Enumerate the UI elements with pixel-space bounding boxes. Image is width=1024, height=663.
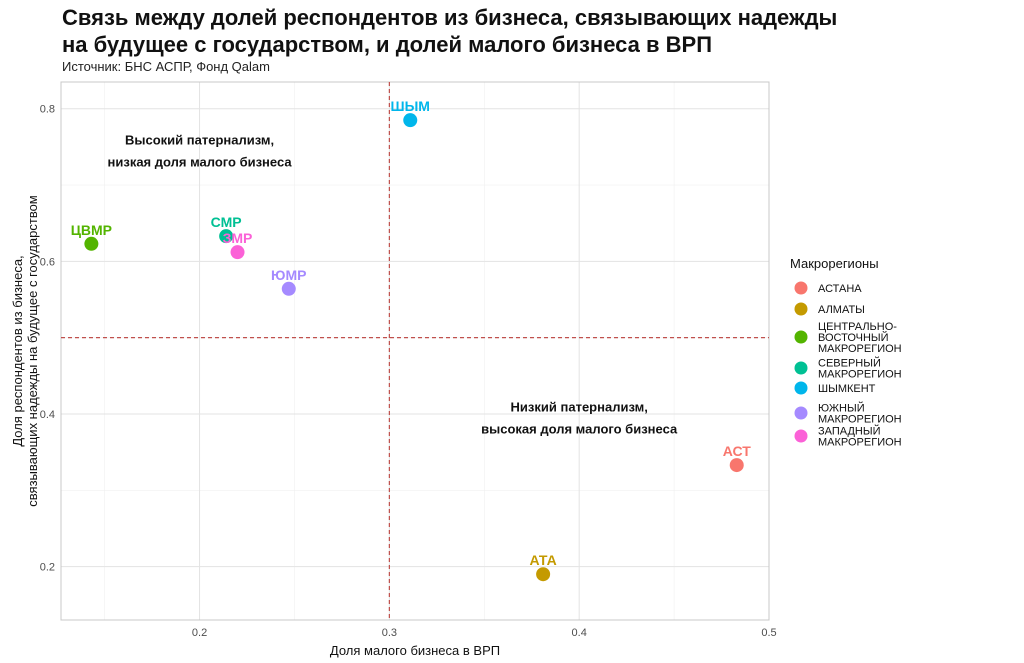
- data-point: [230, 245, 245, 260]
- legend-label-line: АСТАНА: [818, 283, 862, 295]
- legend-key: [794, 406, 808, 420]
- data-point-label: АТА: [530, 552, 557, 568]
- legend-label: СЕВЕРНЫЙ МАКРОРЕГИОН: [818, 357, 902, 381]
- legend-label-line: МАКРОРЕГИОН: [818, 343, 902, 355]
- y-tick-label: 0.6: [40, 256, 55, 268]
- legend-label: ЦЕНТРАЛЬНО-ВОСТОЧНЫЙ МАКРОРЕГИОН: [818, 321, 902, 355]
- legend-label: ЗАПАДНЫЙ МАКРОРЕГИОН: [818, 425, 902, 449]
- legend-label-line: ЗАПАДНЫЙ: [818, 425, 881, 438]
- quadrant-annotation-line: высокая доля малого бизнеса: [481, 422, 678, 437]
- legend-key: [794, 361, 808, 375]
- quadrant-annotation-line: Низкий патернализм,: [511, 400, 648, 415]
- data-point: [536, 567, 551, 582]
- y-axis-title-line: Доля респондентов из бизнеса,: [10, 255, 25, 446]
- legend-label-line: ВОСТОЧНЫЙ: [818, 331, 889, 344]
- legend-label: АСТАНА: [818, 283, 862, 295]
- legend-label-line: СЕВЕРНЫЙ: [818, 357, 881, 370]
- legend-key: [794, 429, 808, 443]
- legend-title: Макрорегионы: [790, 256, 879, 271]
- data-point-label: ЮМР: [271, 267, 306, 283]
- data-point: [84, 236, 99, 251]
- y-tick-label: 0.8: [40, 104, 55, 116]
- x-tick-label: 0.5: [761, 627, 776, 639]
- chart-title-line-1: Связь между долей респондентов из бизнес…: [62, 5, 838, 30]
- data-point-label: ШЫМ: [391, 98, 430, 114]
- data-point-label: АСТ: [723, 443, 752, 459]
- legend-label-line: ШЫМКЕНТ: [818, 383, 876, 395]
- data-point: [729, 458, 744, 473]
- data-point-label: ЦВМР: [71, 222, 112, 238]
- legend-label-line: ЮЖНЫЙ: [818, 402, 865, 415]
- data-point: [281, 281, 296, 296]
- legend-label-line: АЛМАТЫ: [818, 304, 865, 316]
- legend-key: [794, 330, 808, 344]
- x-tick-label: 0.4: [572, 627, 587, 639]
- legend-key: [794, 381, 808, 395]
- x-tick-label: 0.3: [382, 627, 397, 639]
- x-tick-label: 0.2: [192, 627, 207, 639]
- quadrant-annotation-line: низкая доля малого бизнеса: [108, 154, 293, 169]
- y-axis-title-line: связывающих надежды на будущее с государ…: [25, 195, 40, 507]
- chart-title-line-2: на будущее с государством, и долей малог…: [62, 32, 713, 57]
- data-point: [403, 113, 418, 128]
- legend-label: АЛМАТЫ: [818, 304, 865, 316]
- data-point-label: ЗМР: [223, 230, 253, 246]
- quadrant-annotation-line: Высокий патернализм,: [125, 132, 274, 147]
- y-tick-label: 0.4: [40, 409, 55, 421]
- x-axis-title: Доля малого бизнеса в ВРП: [330, 643, 500, 658]
- legend-label-line: МАКРОРЕГИОН: [818, 437, 902, 449]
- legend-key: [794, 281, 808, 295]
- chart-subtitle: Источник: БНС АСПР, Фонд Qalam: [62, 59, 270, 74]
- quadrant-annotation: Низкий патернализм, высокая доля малого б…: [481, 400, 678, 437]
- y-axis-title: Доля респондентов из бизнеса,связывающих…: [10, 195, 40, 507]
- legend-label: ШЫМКЕНТ: [818, 383, 876, 395]
- plot-panel-border: [60, 81, 770, 621]
- y-tick-label: 0.2: [40, 562, 55, 574]
- legend-label-line: МАКРОРЕГИОН: [818, 369, 902, 381]
- data-point-label: СМР: [211, 214, 242, 230]
- legend-label: ЮЖНЫЙ МАКРОРЕГИОН: [818, 402, 902, 426]
- legend-label-line: ЦЕНТРАЛЬНО-: [818, 321, 897, 333]
- data-point: [219, 229, 234, 244]
- chart-title: Связь между долей респондентов из бизнес…: [62, 4, 962, 58]
- legend-label-line: МАКРОРЕГИОН: [818, 414, 902, 426]
- legend-key: [794, 302, 808, 316]
- quadrant-annotation: Высокий патернализм, низкая доля малого б…: [108, 132, 293, 169]
